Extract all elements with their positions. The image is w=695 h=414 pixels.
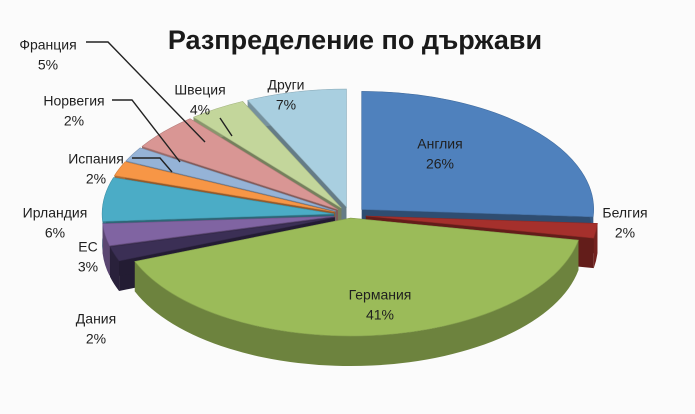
data-label-value: 2% bbox=[64, 113, 84, 129]
data-label-name: Други bbox=[267, 77, 304, 93]
data-label-value: 41% bbox=[366, 307, 394, 323]
slice-top bbox=[361, 91, 594, 218]
data-label-value: 26% bbox=[426, 156, 454, 172]
leader-line bbox=[219, 117, 233, 137]
data-label-value: 6% bbox=[45, 225, 65, 241]
slice-top bbox=[101, 177, 335, 222]
data-label-value: 5% bbox=[38, 57, 58, 73]
leader-line bbox=[86, 41, 206, 143]
slice bbox=[134, 217, 579, 367]
data-label-name: Дания bbox=[76, 311, 116, 327]
data-label-name: Швеция bbox=[174, 82, 225, 98]
slice-top bbox=[113, 161, 336, 213]
data-label-name: Испания bbox=[68, 151, 124, 167]
data-label-name: Германия bbox=[349, 287, 412, 303]
leader-line bbox=[112, 99, 181, 163]
data-label-name: ЕС bbox=[78, 239, 97, 255]
slice-top bbox=[134, 217, 579, 337]
data-label-value: 2% bbox=[86, 331, 106, 347]
data-label-value: 3% bbox=[78, 259, 98, 275]
data-label-name: Франция bbox=[19, 37, 76, 53]
slice-top bbox=[102, 215, 335, 246]
slice-side bbox=[593, 223, 598, 269]
slice-top bbox=[109, 217, 335, 262]
slice-top bbox=[365, 215, 598, 239]
data-label-name: Ирландия bbox=[23, 205, 88, 221]
data-label-value: 4% bbox=[190, 102, 210, 118]
data-label-name: Норвегия bbox=[43, 93, 104, 109]
chart-title: Разпределение по държави bbox=[168, 25, 542, 55]
slice-side bbox=[110, 246, 120, 291]
slice-side bbox=[102, 223, 110, 276]
data-label-name: Белгия bbox=[602, 205, 647, 221]
slice-side bbox=[134, 240, 579, 367]
data-label-value: 7% bbox=[276, 97, 296, 113]
data-label-value: 2% bbox=[86, 171, 106, 187]
data-label-name: Англия bbox=[417, 136, 462, 152]
slice-top bbox=[141, 118, 339, 210]
slice-top bbox=[125, 147, 337, 212]
leader-line bbox=[132, 157, 173, 173]
slice-top bbox=[192, 101, 342, 209]
data-label-value: 2% bbox=[615, 225, 635, 241]
slice-top bbox=[247, 88, 347, 208]
